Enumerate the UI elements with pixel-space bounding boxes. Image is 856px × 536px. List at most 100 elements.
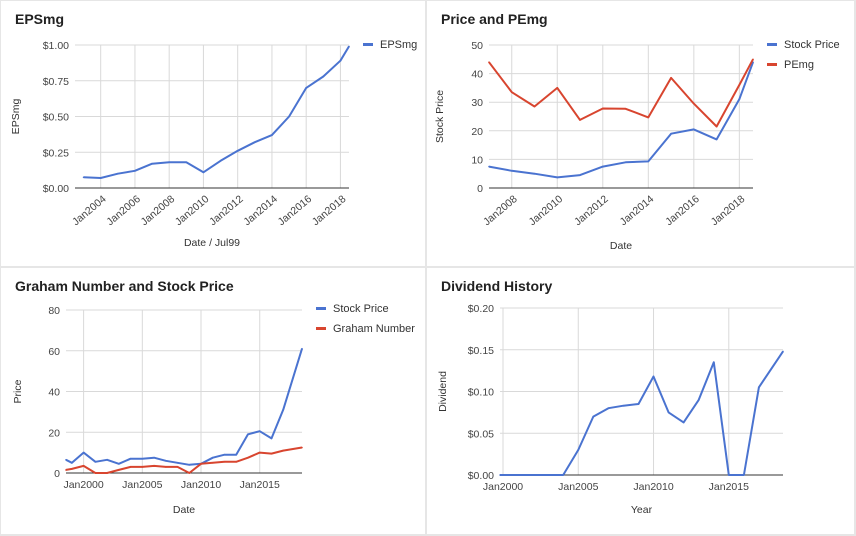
data-point [94, 460, 97, 463]
data-point [153, 456, 155, 459]
data-point [223, 460, 226, 463]
y-tick-label: $1.00 [43, 40, 69, 52]
data-point [176, 462, 179, 464]
data-point [288, 115, 290, 118]
x-tick-label: Jan2016 [276, 193, 315, 228]
chart-title: Price and PEmg [441, 11, 548, 27]
data-point [758, 386, 760, 389]
data-point [258, 451, 261, 454]
data-point [270, 452, 273, 455]
data-point [693, 128, 695, 131]
data-point [202, 171, 205, 174]
chart-title: Graham Number and Stock Price [15, 278, 234, 294]
legend-swatch [767, 63, 777, 66]
y-tick-label: 40 [48, 387, 60, 399]
y-tick-label: 50 [471, 40, 483, 52]
y-tick-label: 60 [48, 346, 60, 358]
x-axis-label: Year [631, 504, 653, 516]
chart-title: Dividend History [441, 278, 552, 294]
x-tick-label: Jan2018 [310, 193, 349, 228]
data-point [510, 91, 513, 93]
data-point [200, 463, 202, 465]
data-point [254, 141, 256, 144]
data-point [94, 472, 97, 474]
x-tick-label: Jan2005 [122, 479, 162, 491]
y-tick-label: $0.05 [468, 428, 494, 440]
data-point [693, 102, 695, 105]
x-axis-label: Date / Jul99 [184, 237, 240, 249]
data-point [176, 466, 179, 468]
data-point [556, 176, 559, 179]
y-tick-label: 20 [471, 126, 483, 138]
series-line [488, 61, 754, 179]
data-point [168, 161, 170, 164]
legend-label: Graham Number [333, 323, 415, 335]
y-tick-label: $0.00 [468, 470, 494, 482]
data-point [499, 474, 501, 476]
data-point [188, 464, 191, 466]
data-point [488, 165, 490, 168]
x-tick-label: Jan2008 [481, 193, 520, 228]
series-line [500, 350, 784, 476]
data-point [601, 165, 604, 168]
data-point [247, 456, 249, 459]
data-point [715, 125, 718, 128]
y-tick-label: 0 [54, 468, 60, 480]
data-point [236, 150, 239, 152]
data-point [71, 462, 73, 464]
data-point [211, 462, 214, 464]
data-point [106, 458, 108, 461]
data-point [129, 457, 132, 460]
data-point [533, 172, 536, 175]
data-point [322, 75, 325, 78]
data-point [247, 433, 249, 436]
data-point [592, 415, 595, 418]
y-tick-label: 20 [48, 427, 60, 439]
data-point [647, 116, 650, 119]
x-tick-label: Jan2012 [207, 193, 246, 228]
data-point [129, 466, 132, 468]
data-point [682, 421, 685, 424]
data-point [624, 161, 627, 164]
data-point [106, 472, 108, 474]
x-axis-label: Date [610, 240, 632, 252]
data-point [141, 466, 144, 468]
x-tick-label: Jan2016 [663, 193, 702, 228]
x-tick-label: Jan2010 [633, 481, 673, 493]
data-point [728, 474, 730, 476]
data-point [697, 399, 700, 401]
data-point [752, 58, 754, 61]
data-point [223, 453, 226, 456]
chart-panel-epsmg: EPSmg $0.00 $0.25 $0.50 $0.75 $1.00 Jan2004 Jan… [1, 1, 425, 266]
data-point [579, 119, 581, 121]
data-point [670, 132, 672, 135]
y-tick-label: $0.20 [468, 303, 494, 315]
series-line [488, 58, 754, 128]
data-point [118, 463, 120, 465]
data-point [624, 107, 627, 110]
data-point [219, 160, 222, 162]
data-point [282, 409, 285, 411]
y-axis-label: EPSmg [10, 99, 22, 135]
data-point [282, 449, 285, 452]
data-point [667, 411, 670, 414]
chart-svg: Dividend History $0.00 $0.05 $0.10 $0.15 $0.2… [437, 278, 784, 516]
x-tick-label: Jan2010 [173, 193, 212, 228]
data-point [188, 472, 191, 474]
data-point [607, 407, 610, 409]
x-tick-label: Jan2015 [709, 481, 749, 493]
y-axis-label: Price [12, 379, 24, 403]
x-tick-label: Jan2004 [70, 193, 109, 228]
data-point [712, 361, 715, 364]
y-tick-label: 80 [48, 305, 60, 317]
chart-title: EPSmg [15, 11, 64, 27]
data-point [151, 162, 153, 165]
data-point [670, 77, 672, 79]
data-point [65, 458, 67, 461]
chart-panel-dividend: Dividend History $0.00 $0.05 $0.10 $0.15 $0.2… [427, 268, 854, 534]
legend-label: PEmg [784, 59, 814, 71]
legend-swatch [363, 43, 373, 46]
data-point [235, 453, 238, 456]
data-point [488, 61, 490, 63]
